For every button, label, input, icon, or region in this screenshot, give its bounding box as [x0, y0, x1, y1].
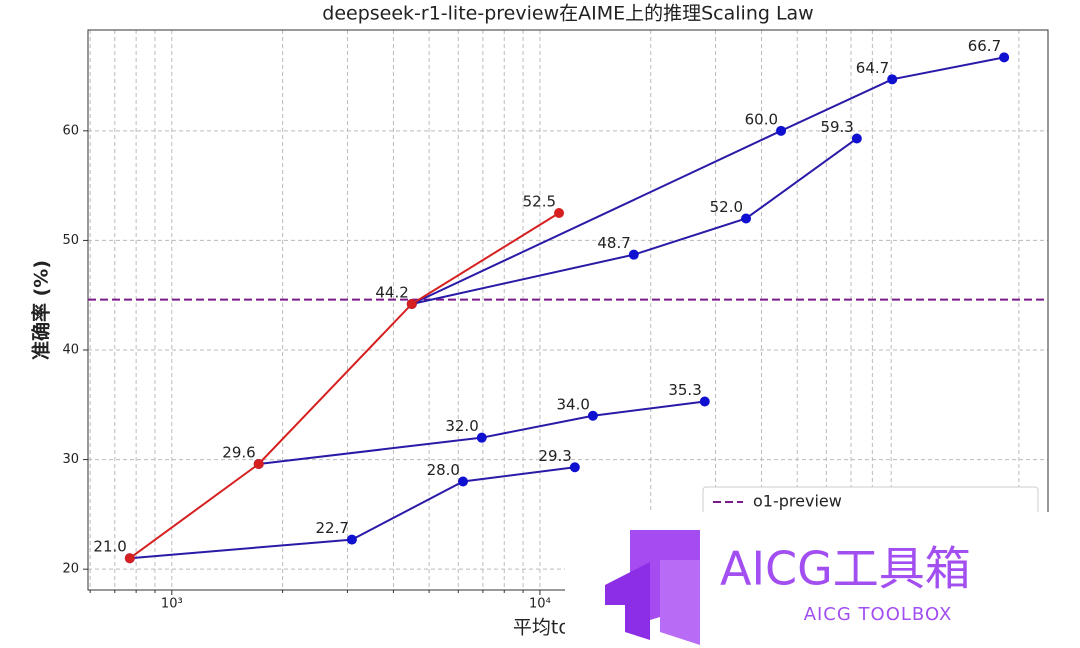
y-tick-label: 50	[62, 233, 79, 248]
data-point	[457, 476, 468, 487]
data-label: 29.3	[538, 447, 571, 465]
data-label: 44.2	[375, 283, 408, 301]
series-line	[411, 137, 858, 305]
data-label: 21.0	[93, 538, 126, 556]
data-point	[851, 133, 862, 144]
data-label: 52.0	[710, 198, 743, 216]
data-label: 48.7	[597, 234, 630, 252]
x-tick-label: 10³	[161, 597, 183, 612]
data-label: 34.0	[557, 395, 590, 413]
data-label: 59.3	[820, 118, 853, 136]
data-label: 29.6	[222, 443, 255, 461]
data-point	[554, 208, 565, 219]
data-label: 28.0	[427, 461, 460, 479]
data-point	[569, 462, 580, 473]
data-point	[628, 249, 639, 260]
watermark-subtitle: AICG TOOLBOX	[804, 604, 953, 625]
data-point	[587, 410, 598, 421]
watermark-logo	[605, 562, 650, 640]
data-point	[346, 534, 357, 545]
watermark-logo	[660, 560, 700, 645]
chart-title: deepseek-r1-lite-preview在AIME上的推理Scaling…	[322, 3, 813, 25]
data-point	[887, 74, 898, 85]
y-tick-label: 20	[62, 562, 79, 577]
data-label: 64.7	[856, 59, 889, 77]
series-line	[411, 56, 1005, 305]
data-label: 52.5	[523, 193, 556, 211]
data-point	[776, 125, 787, 136]
y-tick-label: 40	[62, 343, 79, 358]
data-point	[253, 458, 264, 469]
data-label: 32.0	[445, 417, 478, 435]
data-label: 66.7	[968, 37, 1001, 55]
y-axis-label: 准确率 (%)	[30, 260, 53, 360]
y-tick-label: 60	[62, 123, 79, 138]
data-point	[124, 553, 135, 564]
watermark-title: AICG工具箱	[720, 542, 971, 596]
series-line	[258, 400, 705, 465]
data-label: 60.0	[745, 110, 778, 128]
legend-label: o1-preview	[753, 492, 842, 511]
x-tick-label: 10⁴	[529, 597, 551, 612]
data-point	[699, 396, 710, 407]
data-point	[741, 213, 752, 224]
data-label: 35.3	[668, 381, 701, 399]
y-tick-label: 30	[62, 452, 79, 467]
watermark: AICG工具箱 AICG TOOLBOX	[565, 512, 1080, 648]
data-point	[406, 298, 417, 309]
data-point	[999, 52, 1010, 63]
data-point	[476, 432, 487, 443]
data-label: 22.7	[316, 519, 349, 537]
series-line	[129, 466, 575, 560]
series-line	[129, 212, 560, 560]
